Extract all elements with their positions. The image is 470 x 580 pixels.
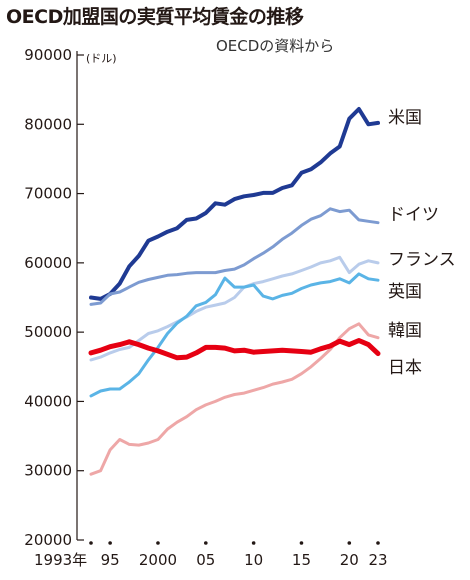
y-tick-label: 90000 [24,46,72,64]
series-line [89,207,380,306]
y-unit-label: (ドル) [86,52,117,65]
x-tick-mark [376,541,380,545]
x-tick-mark [204,541,208,545]
y-tick-label: 20000 [24,531,72,549]
series-label: 日本 [388,358,422,378]
series-label: 英国 [388,282,422,302]
x-tick-label: 15 [292,551,311,569]
source-note: OECDの資料から [216,37,335,55]
series-line [89,272,380,398]
y-tick-label: 60000 [24,254,72,272]
series-line [89,107,380,301]
y-tick-label: 70000 [24,185,72,203]
x-tick-label: 1993年 [34,551,87,569]
series-label: 韓国 [388,321,422,341]
series-line [88,338,381,361]
x-tick-mark [156,541,160,545]
x-tick-label: 23 [368,551,387,569]
x-tick-label: 05 [196,551,215,569]
series-label: ドイツ [388,205,439,225]
x-tick-label: 20 [340,551,359,569]
x-tick-mark [251,541,256,545]
x-tick-label: 2000 [139,551,177,569]
series-line [89,322,380,476]
y-tick-label: 40000 [24,392,72,410]
x-tick-mark [89,541,93,545]
x-tick-mark [347,541,352,545]
series-label: 米国 [388,108,422,128]
series-line [89,255,380,362]
series-group [88,107,381,476]
x-tick-label: 10 [244,551,263,569]
chart-title: OECD加盟国の実質平均賃金の推移 [6,6,304,28]
axes: 20000 30000 40000 50000 60000 70000 80000 90000… [24,46,387,569]
x-tick-mark [108,541,112,545]
series-label: フランス [388,250,456,270]
y-tick-label: 50000 [24,323,72,341]
x-tick-label: 95 [101,551,120,569]
y-tick-label: 30000 [24,462,72,480]
y-tick-label: 80000 [24,115,72,133]
x-tick-mark [299,541,304,545]
